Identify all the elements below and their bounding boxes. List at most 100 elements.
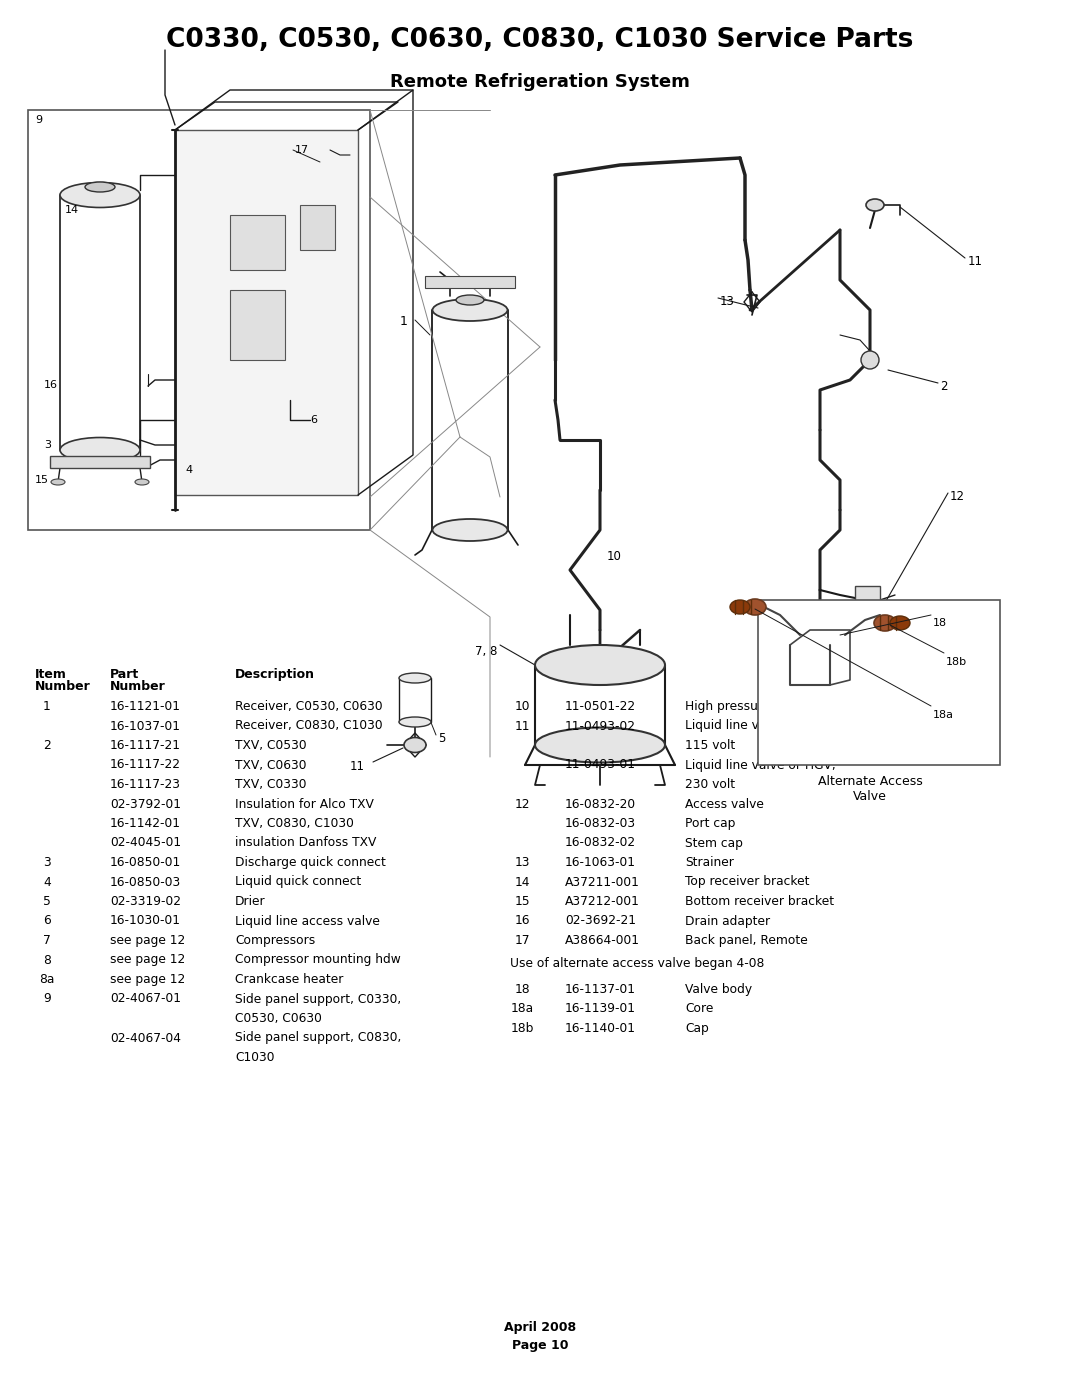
Text: 16: 16	[514, 915, 530, 928]
Ellipse shape	[861, 351, 879, 369]
Ellipse shape	[399, 717, 431, 726]
Text: 18a: 18a	[511, 1003, 534, 1016]
Text: 8a: 8a	[39, 972, 55, 986]
Text: Valve body: Valve body	[685, 983, 752, 996]
Text: 11: 11	[350, 760, 365, 773]
Ellipse shape	[535, 645, 665, 685]
Text: 1: 1	[400, 314, 408, 328]
Ellipse shape	[456, 295, 484, 305]
Text: 15: 15	[35, 475, 49, 485]
Text: 15: 15	[514, 895, 530, 908]
Bar	[855, 585, 880, 615]
Text: 9: 9	[43, 992, 51, 1006]
Text: A37211-001: A37211-001	[565, 876, 639, 888]
Text: 02-4045-01: 02-4045-01	[110, 837, 181, 849]
Text: 02-3692-21: 02-3692-21	[565, 915, 636, 928]
Text: 13: 13	[514, 856, 530, 869]
Bar	[230, 215, 285, 270]
Text: 17: 17	[295, 145, 309, 155]
Text: C0530, C0630: C0530, C0630	[235, 1011, 322, 1025]
Text: 11-0493-01: 11-0493-01	[565, 759, 636, 771]
Text: 2: 2	[43, 739, 51, 752]
Text: 13: 13	[720, 295, 734, 307]
Ellipse shape	[432, 299, 508, 321]
Text: 16-1117-22: 16-1117-22	[110, 759, 181, 771]
Bar	[758, 599, 1000, 766]
Text: 12: 12	[514, 798, 530, 810]
Ellipse shape	[874, 615, 896, 631]
Text: 16-1030-01: 16-1030-01	[110, 915, 181, 928]
Text: 115 volt: 115 volt	[685, 739, 735, 752]
Text: TXV, C0530: TXV, C0530	[235, 739, 307, 752]
Text: see page 12: see page 12	[110, 954, 186, 967]
Text: 7: 7	[43, 935, 51, 947]
Ellipse shape	[135, 479, 149, 485]
Text: Side panel support, C0330,: Side panel support, C0330,	[235, 992, 402, 1006]
Text: Back panel, Remote: Back panel, Remote	[685, 935, 808, 947]
Text: 16: 16	[44, 380, 58, 390]
Ellipse shape	[60, 183, 140, 208]
Text: Receiver, C0830, C1030: Receiver, C0830, C1030	[235, 719, 382, 732]
Ellipse shape	[730, 599, 750, 615]
Text: 3: 3	[44, 440, 51, 450]
Text: Strainer: Strainer	[685, 856, 734, 869]
Bar	[28, 110, 370, 529]
Text: 5: 5	[438, 732, 445, 745]
Text: Compressor mounting hdw: Compressor mounting hdw	[235, 954, 401, 967]
Text: Use of alternate access valve began 4-08: Use of alternate access valve began 4-08	[510, 957, 765, 971]
Text: 3: 3	[43, 856, 51, 869]
Text: 18b: 18b	[511, 1021, 534, 1035]
Ellipse shape	[744, 599, 766, 615]
Text: 10: 10	[607, 550, 622, 563]
Text: 16-0850-03: 16-0850-03	[110, 876, 181, 888]
Text: Remote Refrigeration System: Remote Refrigeration System	[390, 73, 690, 91]
Text: 4: 4	[43, 876, 51, 888]
Text: 18: 18	[933, 617, 947, 629]
Text: Core: Core	[685, 1003, 714, 1016]
Ellipse shape	[866, 198, 885, 211]
Text: 4: 4	[185, 465, 192, 475]
Text: A38664-001: A38664-001	[565, 935, 640, 947]
Text: 02-4067-01: 02-4067-01	[110, 992, 181, 1006]
Ellipse shape	[535, 728, 665, 763]
Text: Bottom receiver bracket: Bottom receiver bracket	[685, 895, 834, 908]
Text: Part: Part	[110, 668, 139, 680]
Text: 16-1117-21: 16-1117-21	[110, 739, 181, 752]
Text: 8: 8	[43, 954, 51, 967]
Ellipse shape	[404, 738, 426, 753]
Text: 11: 11	[968, 256, 983, 268]
Text: 6: 6	[310, 415, 318, 425]
Text: TXV, C0830, C1030: TXV, C0830, C1030	[235, 817, 354, 830]
Text: Drier: Drier	[235, 895, 266, 908]
Text: 1: 1	[43, 700, 51, 712]
Text: Liquid line valve or HGV,: Liquid line valve or HGV,	[685, 759, 836, 771]
Text: A37212-001: A37212-001	[565, 895, 639, 908]
Bar	[175, 130, 357, 495]
Text: April 2008
Page 10: April 2008 Page 10	[504, 1322, 576, 1352]
Text: 16-0850-01: 16-0850-01	[110, 856, 181, 869]
Text: Alternate Access
Valve: Alternate Access Valve	[818, 775, 922, 803]
Text: 02-3792-01: 02-3792-01	[110, 798, 181, 810]
Bar	[50, 455, 150, 468]
Text: 14: 14	[514, 876, 530, 888]
Text: 230 volt: 230 volt	[685, 778, 735, 791]
Text: 16-1063-01: 16-1063-01	[565, 856, 636, 869]
Ellipse shape	[399, 673, 431, 683]
Text: Side panel support, C0830,: Side panel support, C0830,	[235, 1031, 402, 1045]
Text: Liquid quick connect: Liquid quick connect	[235, 876, 361, 888]
Text: 2: 2	[940, 380, 947, 393]
Text: 02-4067-04: 02-4067-04	[110, 1031, 181, 1045]
Text: 16-0832-20: 16-0832-20	[565, 798, 636, 810]
Text: 18b: 18b	[946, 657, 967, 666]
Text: 11: 11	[514, 719, 530, 732]
Text: Compressors: Compressors	[235, 935, 315, 947]
Text: Cap: Cap	[685, 1021, 708, 1035]
Text: Port cap: Port cap	[685, 817, 735, 830]
Text: 16-1137-01: 16-1137-01	[565, 983, 636, 996]
Text: 14: 14	[65, 205, 79, 215]
Text: 9: 9	[35, 115, 42, 124]
Text: 18: 18	[514, 983, 530, 996]
Text: 02-3319-02: 02-3319-02	[110, 895, 181, 908]
Text: see page 12: see page 12	[110, 935, 186, 947]
Ellipse shape	[60, 437, 140, 462]
